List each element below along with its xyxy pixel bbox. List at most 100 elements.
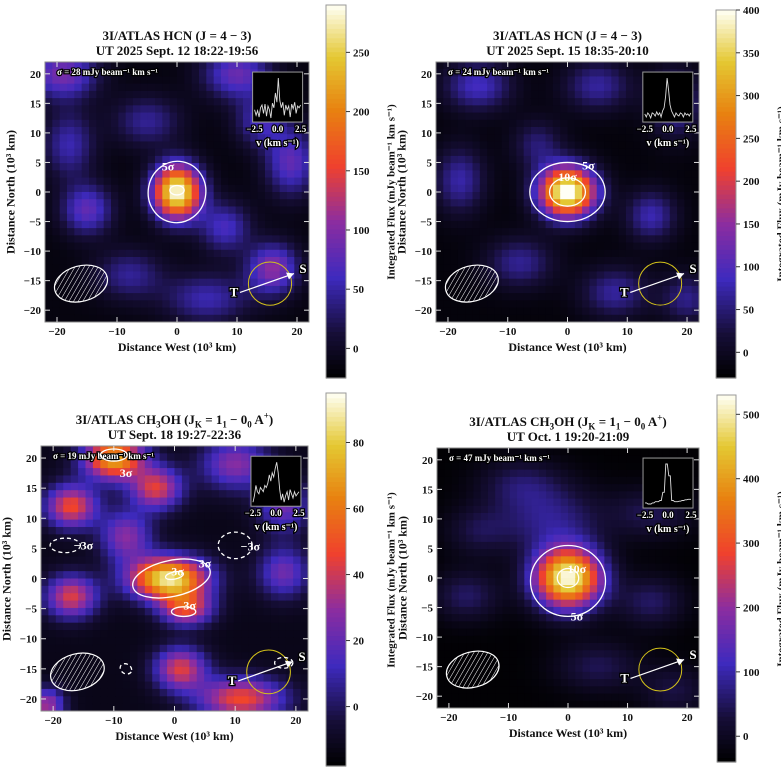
heatmap-cell	[479, 155, 488, 164]
heatmap-cell	[118, 228, 127, 236]
heatmap-cell	[444, 491, 453, 500]
heatmap-cell	[85, 593, 94, 602]
heatmap-cell	[219, 615, 227, 624]
heatmap-cell	[199, 235, 207, 244]
heatmap-cell	[41, 666, 49, 675]
heatmap-cell	[41, 482, 49, 491]
heatmap-cell	[92, 637, 101, 646]
heatmap-cell	[162, 170, 171, 179]
heatmap-cell	[103, 163, 112, 171]
heatmap-cell	[241, 549, 250, 557]
heatmap-cell	[115, 637, 124, 646]
heatmap-cell	[196, 446, 205, 454]
heatmap-cell	[684, 141, 693, 150]
heatmap-cell	[691, 119, 700, 128]
heatmap-cell	[618, 170, 627, 179]
heatmap-cell	[538, 62, 547, 70]
heatmap-cell	[41, 534, 49, 543]
heatmap-cell	[487, 592, 496, 601]
heatmap-cell	[272, 155, 281, 164]
heatmap-cell	[582, 170, 590, 179]
x-tick-label: 10	[230, 715, 242, 727]
heatmap-cell	[647, 213, 656, 222]
heatmap-cell	[221, 235, 229, 244]
heatmap-cell	[523, 242, 532, 251]
heatmap-cell	[538, 307, 547, 316]
heatmap-cell	[487, 307, 495, 316]
heatmap-cell	[241, 482, 250, 491]
heatmap-cell	[152, 475, 161, 484]
heatmap-cell	[270, 504, 279, 513]
colorbar-segment	[716, 217, 736, 223]
heatmap-cell	[567, 220, 576, 229]
heatmap-cell	[437, 606, 445, 615]
heatmap-cell	[272, 62, 281, 70]
colorbar-frame	[325, 4, 347, 379]
heatmap-cell	[531, 527, 540, 536]
heatmap-cell	[546, 635, 554, 644]
heatmap-cell	[59, 98, 68, 106]
heatmap-cell	[480, 476, 489, 485]
heatmap-cell	[553, 693, 562, 702]
heatmap-cell	[560, 62, 568, 70]
heatmap-cell	[152, 630, 161, 638]
contour-line	[119, 663, 133, 675]
contour-label: 3σ	[120, 466, 133, 480]
heatmap-cell	[70, 519, 79, 528]
heatmap-cell	[263, 526, 272, 535]
heatmap-cell	[167, 475, 175, 484]
heatmap-cell	[655, 177, 663, 186]
heatmap-cell	[633, 278, 642, 287]
heatmap-cell	[300, 519, 309, 528]
heatmap-cell	[41, 549, 49, 557]
heatmap-cell	[516, 112, 525, 121]
heatmap-cell	[147, 134, 156, 142]
heatmap-cell	[633, 213, 642, 222]
heatmap-cell	[560, 112, 568, 121]
heatmap-cell	[545, 264, 554, 272]
heatmap-cell	[70, 637, 79, 646]
heatmap-cell	[611, 228, 620, 236]
heatmap-cell	[256, 615, 264, 624]
heatmap-cell	[206, 235, 215, 244]
heatmap-cell	[517, 549, 525, 557]
y-tick-label: −15	[24, 276, 42, 288]
heatmap-cell	[133, 293, 141, 301]
heatmap-cell	[531, 462, 540, 471]
heatmap-cell	[199, 278, 207, 287]
heatmap-cell	[233, 563, 242, 572]
heatmap-cell	[174, 497, 183, 506]
heatmap-cell	[243, 105, 251, 114]
heatmap-cell	[465, 127, 474, 135]
heatmap-cell	[524, 448, 533, 456]
heatmap-cell	[211, 475, 220, 484]
heatmap-cell	[147, 83, 156, 92]
heatmap-cell	[174, 446, 183, 454]
heatmap-cell	[574, 300, 583, 309]
heatmap-cell	[301, 141, 310, 150]
heatmap-cell	[140, 170, 149, 179]
heatmap-cell	[133, 90, 141, 99]
heatmap-cell	[191, 134, 200, 142]
heatmap-cell	[191, 105, 200, 114]
y-tick-label: 5	[32, 543, 38, 555]
heatmap-cell	[81, 90, 90, 99]
heatmap-cell	[287, 184, 295, 193]
heatmap-cell	[48, 460, 57, 469]
heatmap-cell	[582, 264, 590, 272]
heatmap-cell	[133, 257, 141, 265]
heatmap-cell	[301, 134, 310, 142]
heatmap-cell	[272, 264, 281, 272]
heatmap-cell	[248, 446, 257, 454]
heatmap-cell	[74, 213, 83, 222]
heatmap-cell	[457, 213, 466, 222]
heatmap-cell	[640, 314, 649, 323]
heatmap-cell	[89, 141, 97, 150]
heatmap-cell	[74, 307, 83, 316]
heatmap-cell	[257, 285, 266, 294]
heatmap-cell	[437, 686, 445, 695]
heatmap-cell	[501, 264, 510, 272]
heatmap-cell	[531, 520, 540, 528]
y-tick-label: 20	[26, 453, 38, 465]
